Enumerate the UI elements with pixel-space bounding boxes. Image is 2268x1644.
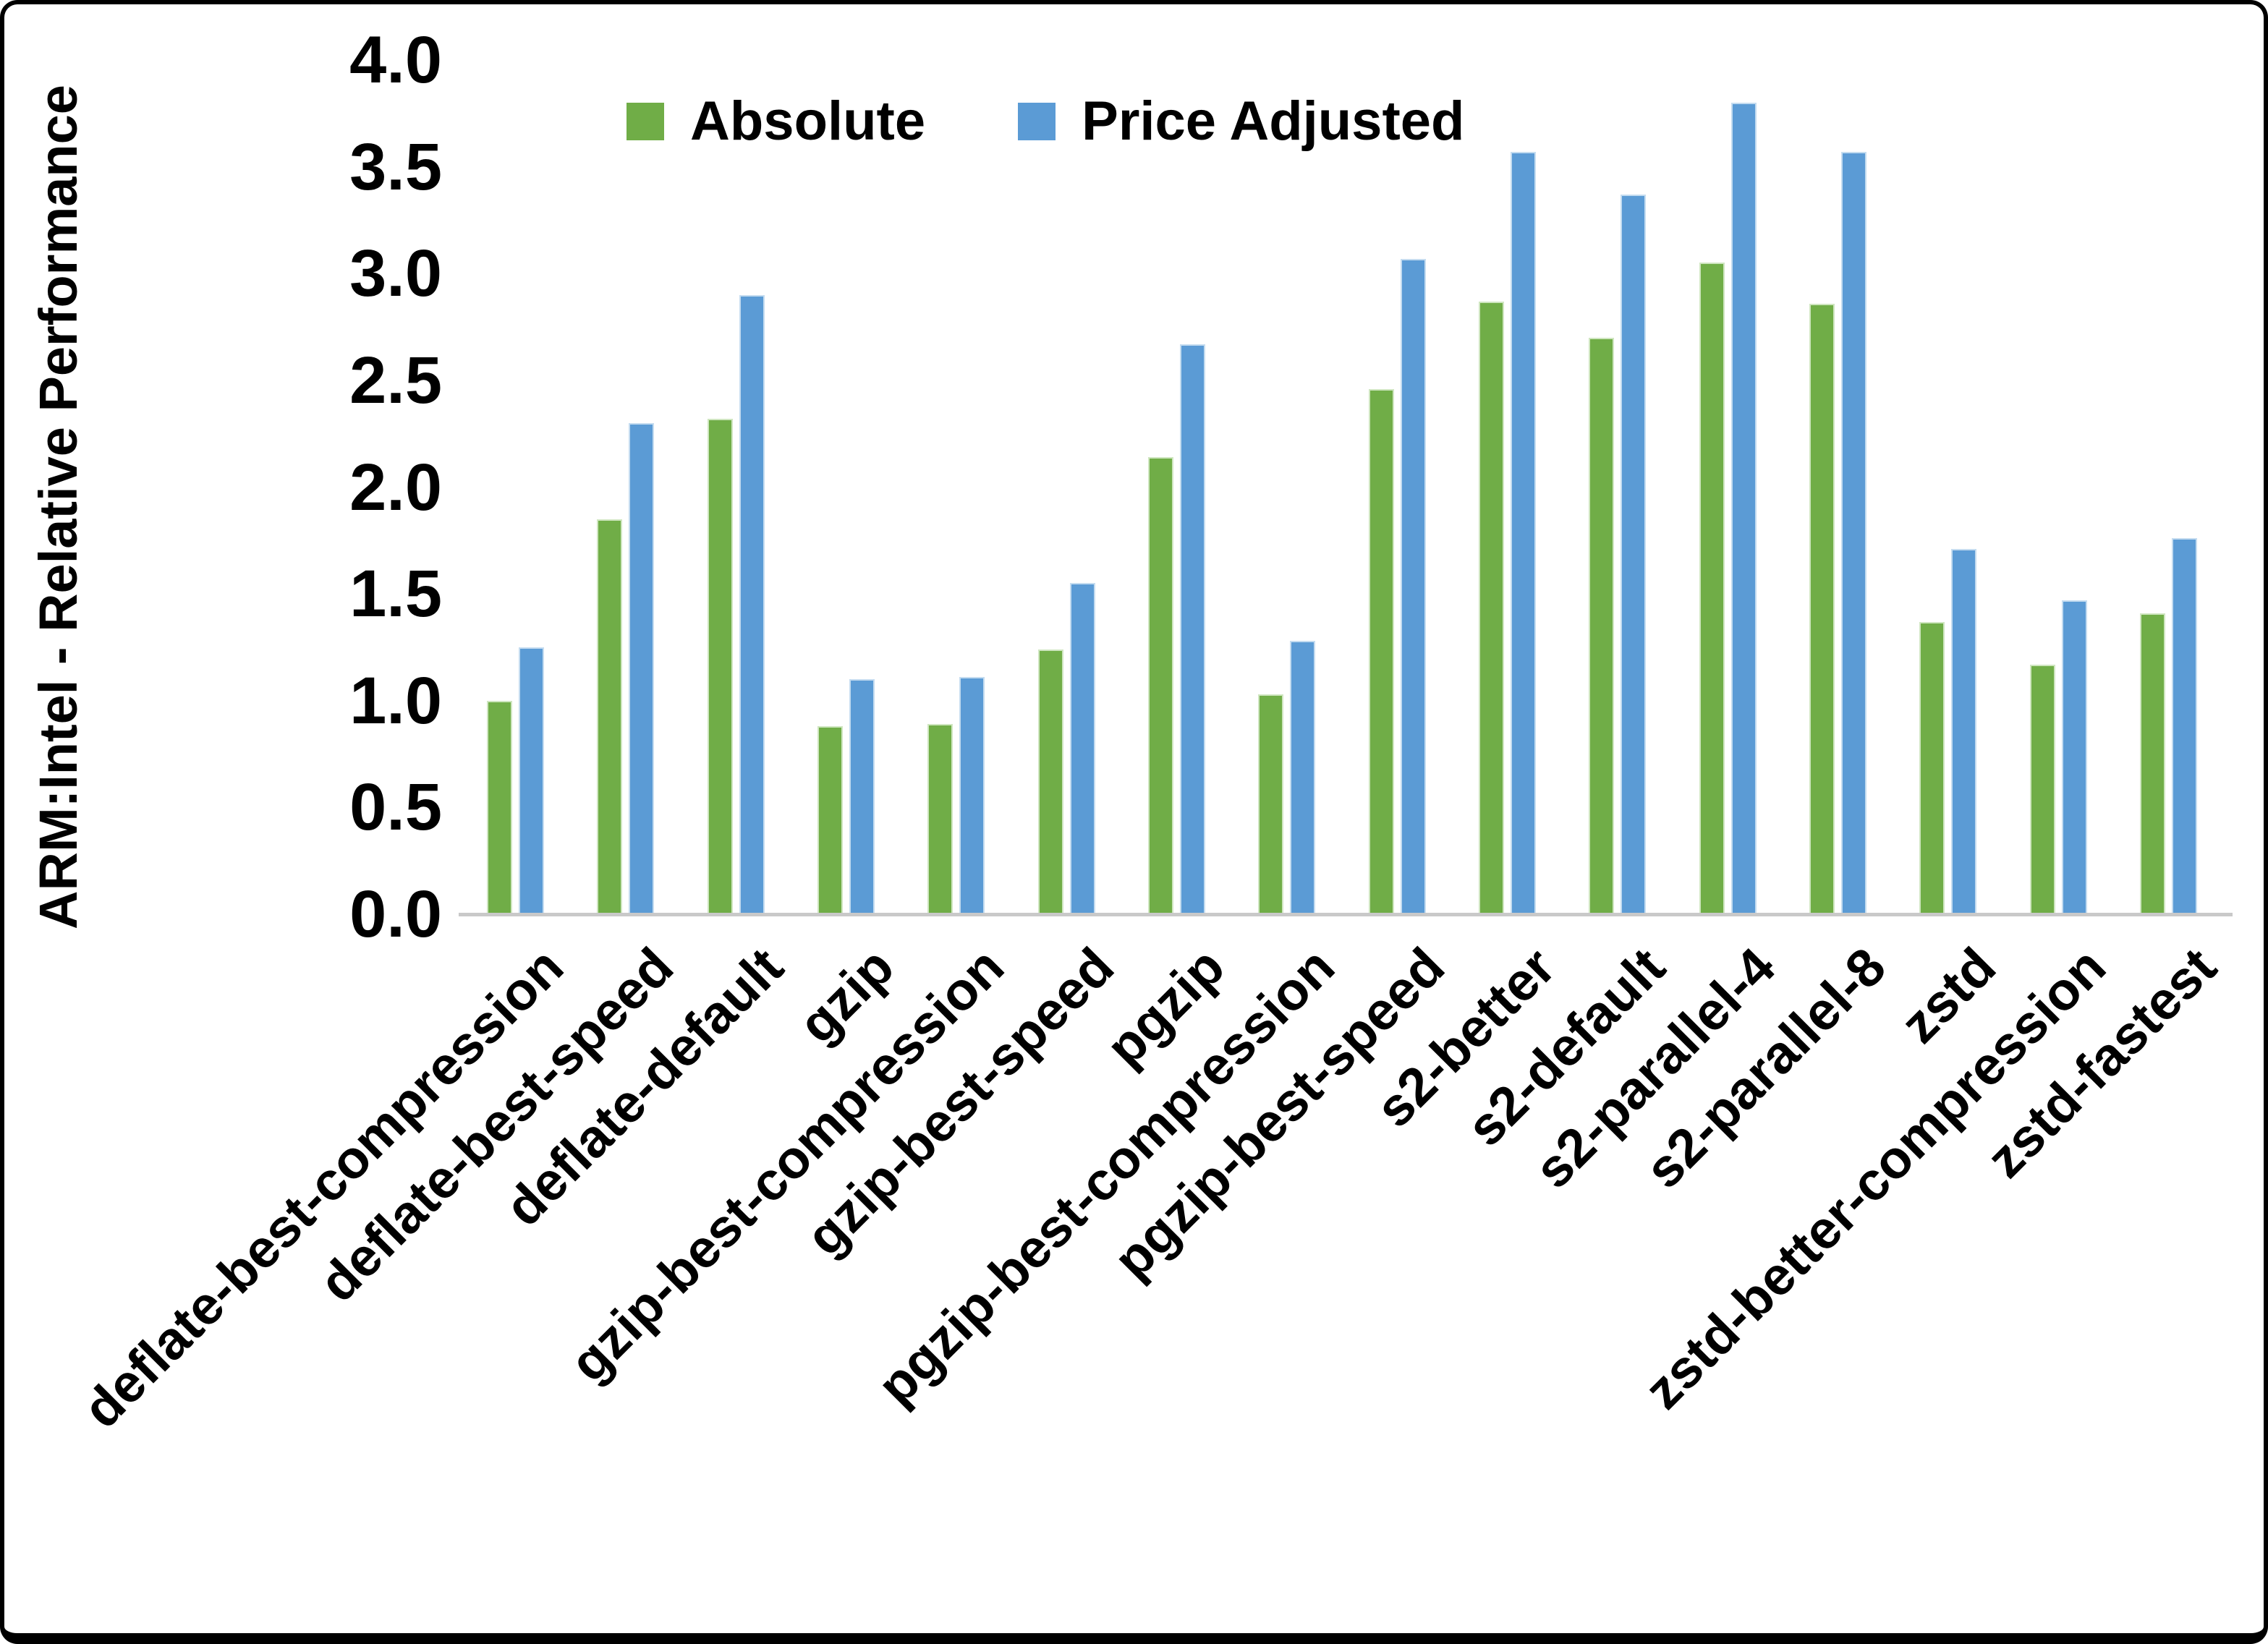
bar-price-adjusted-zstd-fastest	[2172, 538, 2197, 914]
bar-absolute-s2-parallel-8	[1809, 304, 1835, 914]
bar-price-adjusted-s2-parallel-8	[1841, 152, 1866, 914]
bar-absolute-pgzip-best-compression	[1258, 694, 1283, 914]
legend-label-absolute: Absolute	[690, 90, 926, 152]
y-tick-label-0.0: 0.0	[349, 877, 442, 951]
bar-absolute-gzip-best-compression	[927, 724, 953, 914]
bar-absolute-pgzip-best-speed	[1369, 389, 1394, 914]
bar-price-adjusted-pgzip-best-compression	[1290, 641, 1315, 914]
bar-absolute-deflate-default	[708, 419, 733, 914]
y-tick-label-1.0: 1.0	[349, 664, 442, 738]
plot-area	[459, 60, 2225, 914]
y-tick-label-0.5: 0.5	[349, 770, 442, 844]
bar-price-adjusted-deflate-best-compression	[519, 647, 544, 914]
y-tick-label-3.5: 3.5	[349, 130, 442, 204]
bar-absolute-gzip-best-speed	[1038, 649, 1063, 914]
x-axis-line	[459, 913, 2233, 916]
bar-absolute-s2-better	[1479, 302, 1504, 914]
bar-absolute-gzip	[817, 726, 843, 914]
y-tick-label-4.0: 4.0	[349, 23, 442, 97]
y-tick-label-2.5: 2.5	[349, 344, 442, 417]
bar-absolute-zstd	[1919, 622, 1945, 914]
bar-price-adjusted-gzip	[849, 679, 875, 914]
bar-price-adjusted-gzip-best-compression	[959, 677, 985, 914]
bar-price-adjusted-pgzip-best-speed	[1401, 259, 1426, 914]
bar-price-adjusted-zstd-better-compression	[2062, 600, 2087, 914]
bar-absolute-s2-default	[1589, 338, 1614, 914]
bar-price-adjusted-pgzip	[1180, 344, 1205, 914]
y-tick-label-3.0: 3.0	[349, 237, 442, 310]
bar-absolute-deflate-best-compression	[487, 701, 512, 914]
y-tick-label-2.0: 2.0	[349, 451, 442, 524]
legend-swatch-price-adjusted	[1018, 102, 1056, 140]
bar-absolute-zstd-better-compression	[2030, 665, 2055, 914]
bar-absolute-s2-parallel-4	[1699, 263, 1725, 914]
bar-price-adjusted-s2-default	[1621, 195, 1646, 914]
y-axis-title: ARM:Intel - Relative Performance	[28, 85, 88, 929]
bar-absolute-zstd-fastest	[2140, 613, 2165, 914]
bar-price-adjusted-zstd	[1951, 549, 1976, 914]
bar-price-adjusted-s2-better	[1511, 152, 1536, 914]
legend-swatch-absolute	[627, 102, 664, 140]
bar-price-adjusted-s2-parallel-4	[1731, 103, 1757, 914]
bar-price-adjusted-gzip-best-speed	[1070, 583, 1095, 914]
bar-absolute-deflate-best-speed	[597, 519, 622, 914]
bar-price-adjusted-deflate-best-speed	[629, 423, 654, 914]
legend-label-price-adjusted: Price Adjusted	[1082, 90, 1465, 152]
bar-price-adjusted-deflate-default	[739, 295, 765, 914]
bar-absolute-pgzip	[1148, 457, 1173, 914]
y-tick-label-1.5: 1.5	[349, 557, 442, 631]
chart-legend: Absolute Price Adjusted	[627, 90, 1464, 153]
